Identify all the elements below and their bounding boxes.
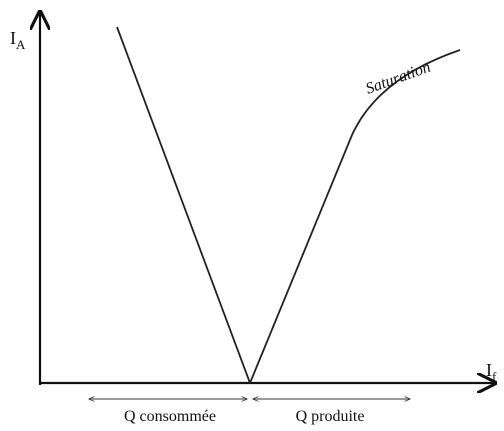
saturation-label: Saturation	[364, 59, 433, 98]
y-axis-label: IA	[10, 28, 26, 52]
x-axis-label: If	[486, 360, 497, 384]
under-excited-branch	[116, 26, 251, 384]
over-excited-branch	[249, 49, 461, 384]
region-label: Q produite	[296, 408, 365, 425]
region-label: Q consommée	[124, 408, 216, 425]
